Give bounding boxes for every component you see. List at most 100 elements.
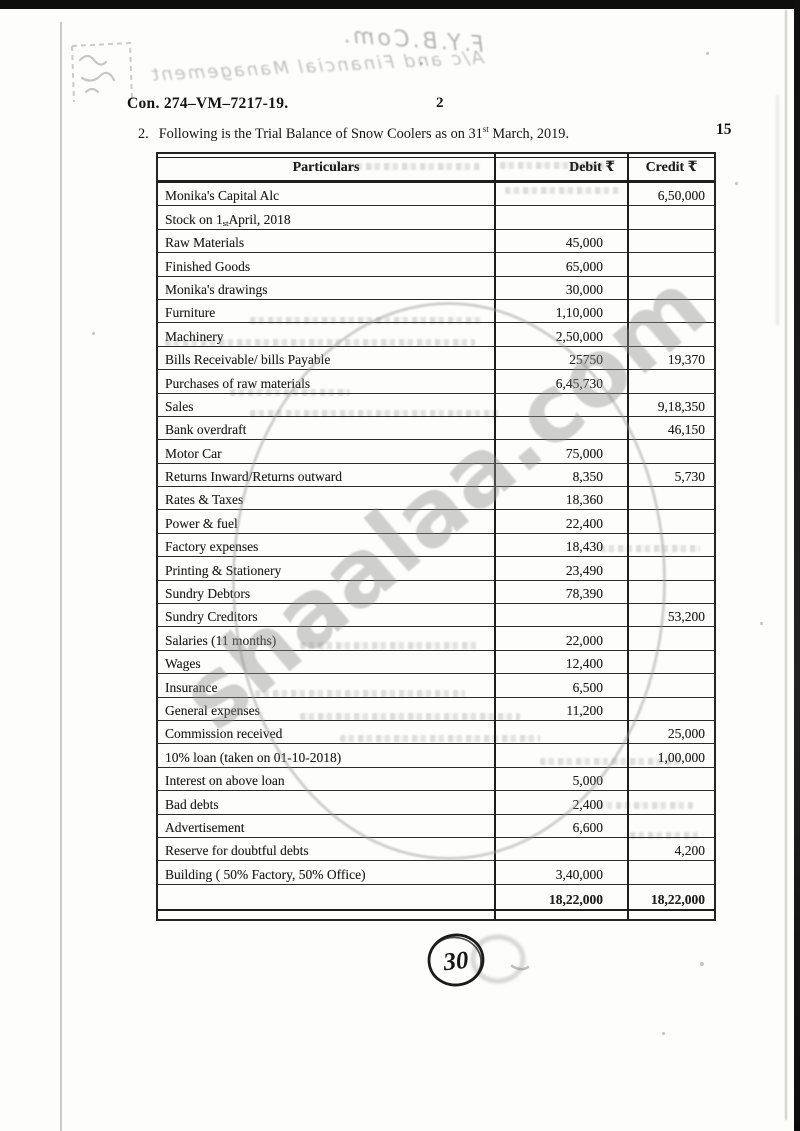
scan-speck [420,62,423,65]
row-particulars: Power & fuel [158,510,494,534]
table-row: Advertisement 6,600 [158,814,714,838]
header-debit: Debit ₹ [494,154,627,180]
scan-speck [92,332,95,335]
row-credit: 5,730 [627,463,714,488]
row-debit: 75,000 [494,440,627,464]
row-particulars: Building ( 50% Factory, 50% Office) [158,861,494,885]
row-debit: 2,400 [494,791,627,815]
row-debit: 22,400 [494,510,627,534]
total-debit: 18,22,000 [494,884,627,911]
row-credit [627,861,714,885]
row-credit [627,487,714,511]
question-marks: 15 [716,121,732,138]
row-credit: 6,50,000 [627,183,714,207]
scan-speck [700,962,704,966]
table-row: Reserve for doubtful debts 4,200 [158,837,714,862]
row-particulars: Commission received [158,721,494,745]
row-credit: 46,150 [627,416,714,441]
table-row: Salaries (11 months) 22,000 [158,627,714,651]
row-credit [627,533,714,558]
row-particulars: Interest on above loan [158,768,494,792]
table-row: Sales 9,18,350 [158,393,714,417]
table-row: Rates & Taxes 18,360 [158,487,714,511]
scan-right-edge [794,0,800,1131]
row-credit [627,370,714,394]
row-particulars: Salaries (11 months) [158,627,494,651]
table-row: Finished Goods 65,000 [158,253,714,277]
row-debit: 6,600 [494,814,627,838]
row-particulars: Purchases of raw materials [158,370,494,394]
row-debit [494,744,627,768]
row-debit: 6,45,730 [494,370,627,394]
row-credit [627,674,714,698]
row-credit [627,206,714,230]
row-credit: 25,000 [627,720,714,745]
scan-speck [706,52,709,55]
row-debit: 8,350 [494,463,627,488]
row-credit [627,557,714,581]
row-particulars: Raw Materials [158,230,494,254]
table-row: Machinery 2,50,000 [158,323,714,347]
row-particulars: Sundry Debtors [158,581,494,605]
question-number: 2. [138,125,149,142]
row-debit: 5,000 [494,767,627,792]
row-debit: 3,40,000 [494,861,627,885]
row-credit [627,510,714,534]
table-row: Wages 12,400 [158,650,714,675]
row-debit: 30,000 [494,276,627,300]
row-particulars: Bank overdraft [158,417,494,441]
row-credit [627,299,714,324]
row-credit [627,814,714,838]
table-row: Returns Inward/Returns outward 8,350 5,730 [158,463,714,488]
question-text-end: March, 2019. [488,125,570,142]
row-credit [627,323,714,347]
row-particulars: 10% loan (taken on 01-10-2018) [158,744,494,768]
table-header-row: Particulars Debit ₹ Credit ₹ [157,154,715,183]
row-debit: 11,200 [494,697,627,721]
table-footer-strip [158,910,714,919]
scan-streak [776,95,779,325]
scan-speck [662,1032,665,1035]
row-debit: 1,10,000 [494,299,627,324]
row-debit [494,416,627,441]
handwritten-marks-circle: 30 [427,933,530,987]
page-fold-line [60,22,62,1131]
trial-balance-table: Particulars Debit ₹ Credit ₹ Monika's Ca… [156,152,716,921]
row-particulars: Printing & Stationery [158,557,494,581]
row-debit [494,183,627,207]
row-credit [627,276,714,300]
row-debit: 6,500 [494,674,627,698]
table-row: Printing & Stationery 23,490 [158,557,714,581]
row-particulars: Returns Inward/Returns outward [158,464,494,488]
question-ordinal: st [482,124,489,134]
row-credit [627,229,714,254]
row-particulars: Reserve for doubtful debts [158,838,494,862]
bleedthrough-subject-title: A/c and Financial Management [149,47,485,86]
question-text: Following is the Trial Balance of Snow C… [158,125,483,142]
row-debit: 18,360 [494,487,627,511]
table-row: Bad debts 2,400 [158,791,714,815]
row-particulars: General expenses [158,698,494,721]
row-credit: 4,200 [627,837,714,862]
table-row: 10% loan (taken on 01-10-2018) 1,00,000 [158,744,714,768]
table-row: Motor Car 75,000 [158,440,714,464]
scan-speck [210,432,213,435]
row-particulars: Insurance [158,674,494,698]
row-credit [627,627,714,651]
table-row: Furniture 1,10,000 [158,299,714,324]
table-row: Interest on above loan 5,000 [158,767,714,792]
marks-circle-value: 30 [441,947,470,977]
table-row: Factory expenses 18,430 [158,533,714,558]
row-particulars: Motor Car [158,440,494,464]
row-particulars: Sales [158,394,494,417]
row-debit [494,393,627,417]
row-particulars: Wages [158,651,494,675]
row-particulars: Finished Goods [158,253,494,277]
row-particulars: Monika's Capital Alc [158,183,494,207]
page-number: 2 [436,95,444,111]
scan-speck [760,622,763,625]
row-credit [627,791,714,815]
